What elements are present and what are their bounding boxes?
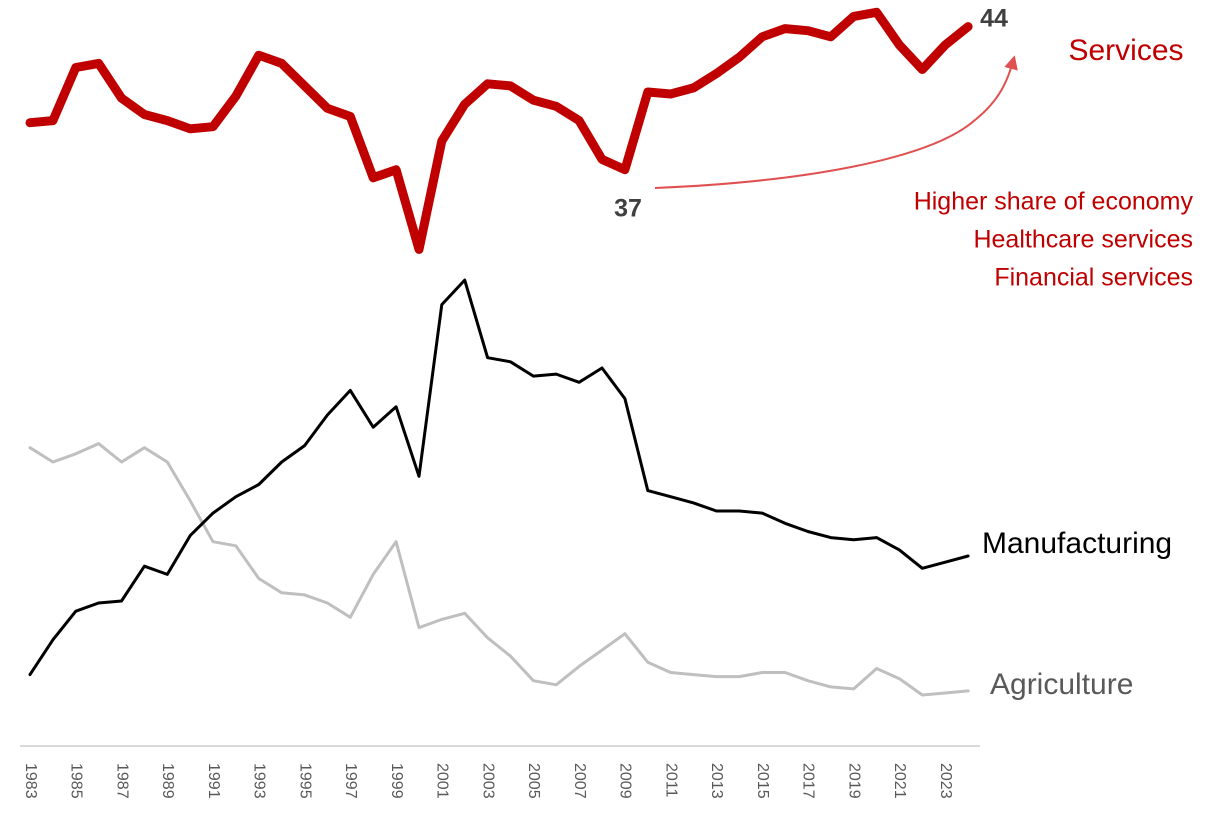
series-line: [28, 278, 970, 677]
series-label: Services: [1068, 34, 1183, 67]
x-tick-label: 1983: [22, 763, 39, 799]
x-tick-label: 1987: [113, 763, 130, 799]
x-tick-label: 2015: [754, 763, 771, 799]
x-tick-label: 2001: [434, 763, 451, 799]
series-label: Agriculture: [990, 668, 1133, 701]
annotation: Financial services: [994, 264, 1193, 292]
x-tick-label: 2003: [479, 763, 496, 799]
x-tick-label: 1989: [159, 763, 176, 799]
x-tick-label: 2019: [845, 763, 862, 799]
x-tick-label: 2021: [891, 763, 908, 799]
series-line: [28, 442, 970, 697]
x-tick-label: 2017: [800, 763, 817, 799]
x-tick-label: 2005: [525, 763, 542, 799]
x-tick-label: 2011: [662, 763, 679, 798]
x-tick-label: 1985: [68, 763, 85, 799]
x-tick-label: 2023: [937, 763, 954, 799]
x-tick-label: 1999: [388, 763, 405, 799]
x-tick-label: 1993: [251, 763, 268, 799]
x-tick-label: 2009: [617, 763, 634, 799]
annotation-arrow: [654, 55, 1018, 189]
x-tick-label: 1991: [205, 763, 222, 799]
series-label: Manufacturing: [982, 527, 1172, 560]
annotation: Healthcare services: [973, 226, 1193, 254]
data-label: 37: [614, 195, 642, 223]
x-tick-label: 2013: [708, 763, 725, 799]
data-label: 44: [980, 5, 1008, 33]
x-tick-label: 1997: [342, 763, 359, 799]
annotation: Higher share of economy: [914, 188, 1194, 216]
x-tick-label: 2007: [571, 763, 588, 799]
x-tick-label: 1995: [296, 763, 313, 799]
series-line: [25, 7, 973, 254]
